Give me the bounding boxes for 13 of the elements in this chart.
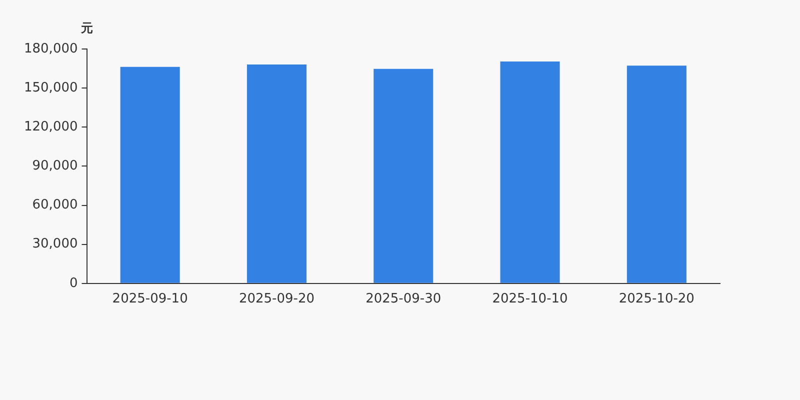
x-tick-label: 2025-09-30 [366,292,442,307]
x-tick-label: 2025-10-10 [492,292,568,307]
y-tick-label: 0 [69,276,78,291]
y-tick-label: 60,000 [32,198,78,213]
y-tick-label: 180,000 [24,41,78,56]
y-tick-label: 120,000 [24,120,78,135]
y-axis-title: 元 [80,21,93,36]
x-tick-label: 2025-09-10 [112,292,188,307]
y-tick-label: 30,000 [32,236,78,252]
x-tick-label: 2025-09-20 [238,292,315,307]
y-tick-label: 150,000 [24,80,78,96]
x-tick-label: 2025-10-20 [618,292,694,307]
y-tick-label: 90,000 [32,158,78,174]
